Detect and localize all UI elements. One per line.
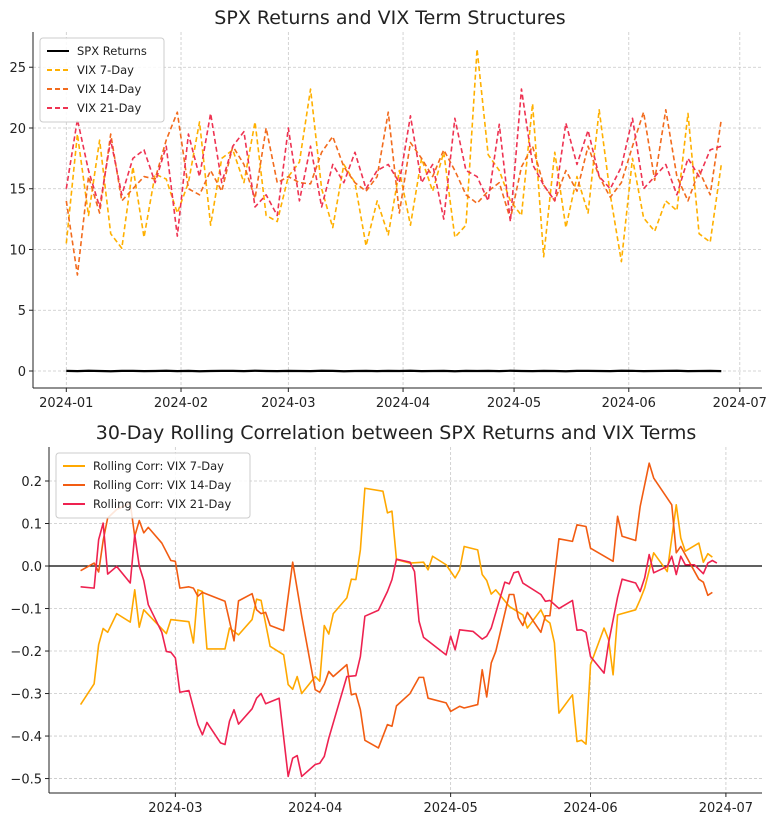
y-tick-label: 0.0 xyxy=(21,560,42,575)
y-tick-label: 0.2 xyxy=(21,475,42,490)
legend-label: VIX 14-Day xyxy=(77,82,141,96)
y-tick-label: −0.2 xyxy=(10,645,42,660)
legend-label: SPX Returns xyxy=(77,44,147,58)
y-tick-label: 20 xyxy=(9,122,26,137)
y-tick-label: 0 xyxy=(18,365,26,380)
legend: SPX Returns VIX 7-Day VIX 14-Day VIX 21-Day xyxy=(40,38,164,122)
y-tick-label: 15 xyxy=(9,183,26,198)
chart2-title: 30-Day Rolling Correlation between SPX R… xyxy=(96,422,697,444)
y-tick-label: −0.4 xyxy=(10,730,42,745)
x-tick-label: 2024-02 xyxy=(154,396,208,411)
y-tick-label: 5 xyxy=(18,304,26,319)
x-tick-label: 2024-01 xyxy=(39,396,93,411)
x-tick-label: 2024-05 xyxy=(423,801,477,816)
series-line-vix-21-day xyxy=(66,89,721,236)
x-tick-label: 2024-07 xyxy=(699,801,753,816)
legend-label: VIX 21-Day xyxy=(77,101,141,115)
x-tick-label: 2024-04 xyxy=(288,801,342,816)
x-tick-label: 2024-03 xyxy=(261,396,315,411)
y-tick-label: 10 xyxy=(9,243,26,258)
chart1-title: SPX Returns and VIX Term Structures xyxy=(214,7,565,29)
y-tick-label: 0.1 xyxy=(21,518,42,533)
x-tick-label: 2024-07 xyxy=(713,396,767,411)
x-tick-label: 2024-04 xyxy=(376,396,430,411)
y-tick-label: −0.1 xyxy=(10,603,42,618)
legend-label: Rolling Corr: VIX 21-Day xyxy=(93,497,231,511)
x-tick-label: 2024-05 xyxy=(487,396,541,411)
x-tick-label: 2024-06 xyxy=(563,801,617,816)
legend-label: VIX 7-Day xyxy=(77,63,134,77)
y-tick-label: −0.3 xyxy=(10,688,42,703)
legend-label: Rolling Corr: VIX 14-Day xyxy=(93,478,231,492)
x-tick-label: 2024-03 xyxy=(148,801,202,816)
y-tick-label: −0.5 xyxy=(10,773,42,788)
series-line-vix-14-day xyxy=(66,110,721,275)
x-tick-label: 2024-06 xyxy=(602,396,656,411)
chart1-plot: 2024-01 2024-02 2024-03 2024-04 2024-05 2024-… xyxy=(9,32,767,411)
y-tick-label: 25 xyxy=(9,61,26,76)
legend-label: Rolling Corr: VIX 7-Day xyxy=(93,459,224,473)
chart2-plot: 2024-03 2024-04 2024-05 2024-06 2024-07 0.2 0.… xyxy=(10,447,762,816)
legend: Rolling Corr: VIX 7-Day Rolling Corr: VIX… xyxy=(56,453,250,518)
series-line-vix-7-day xyxy=(66,49,721,262)
